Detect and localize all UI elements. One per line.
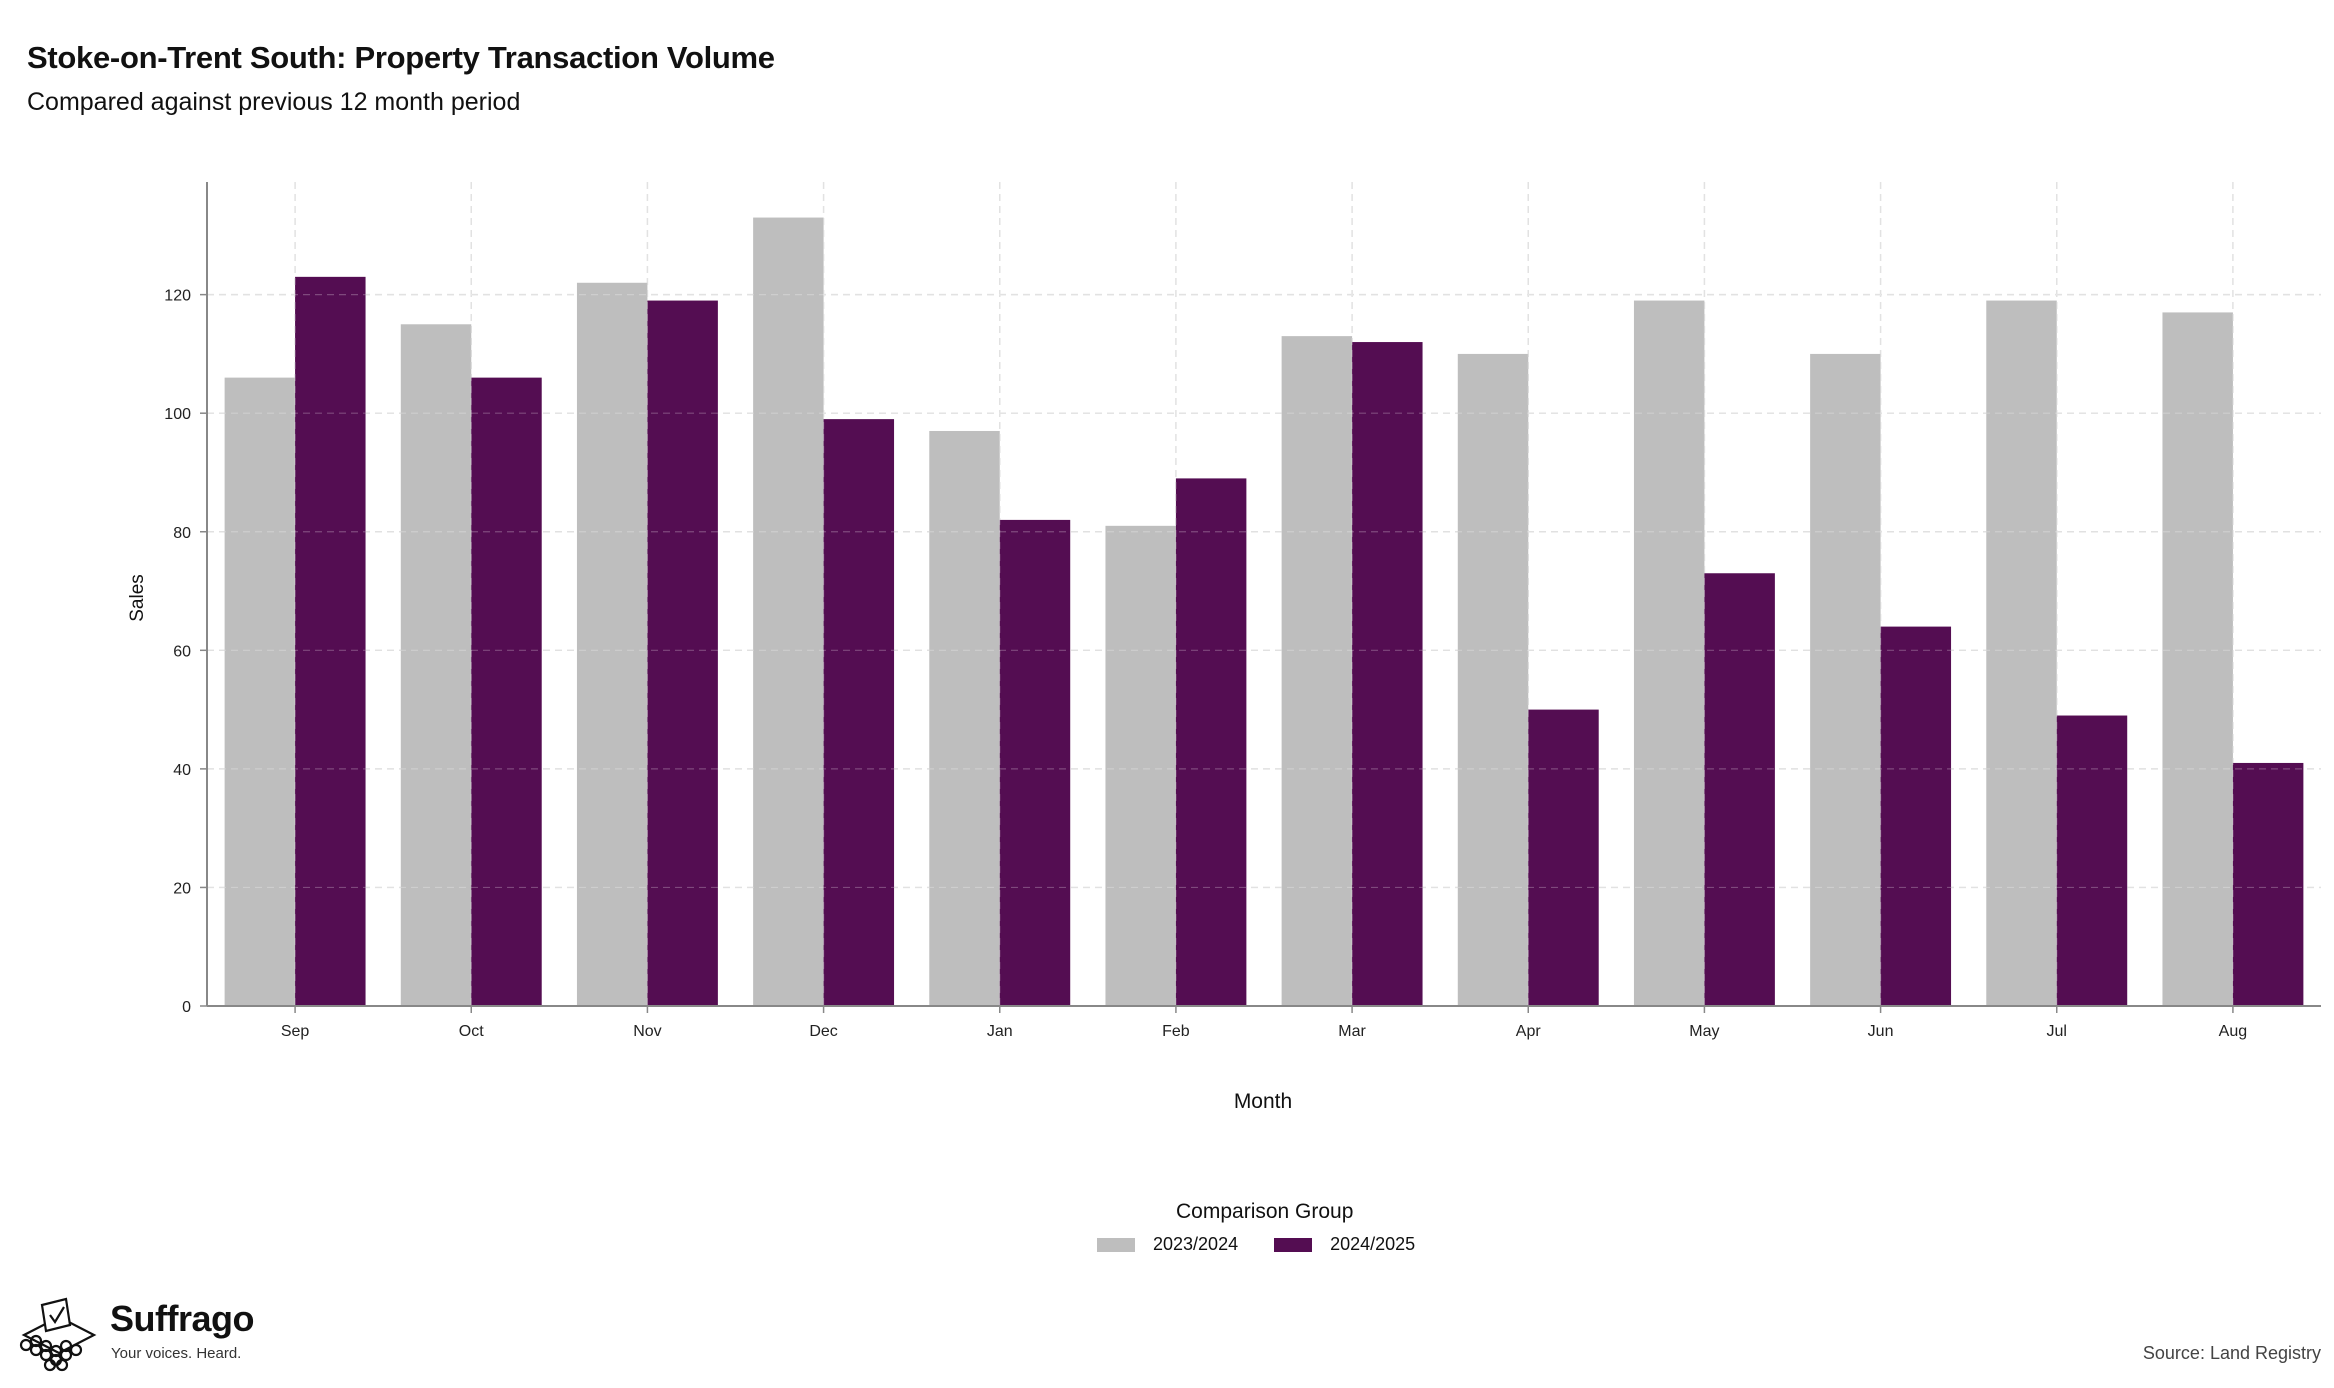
bar-2024-2025-jul: [2056, 715, 2128, 1006]
y-tick-label: 80: [173, 525, 191, 542]
legend-item-2024-2025: 2024/2025: [1274, 1234, 1415, 1255]
y-axis-label: Sales: [127, 574, 148, 622]
bar-2024-2025-jan: [999, 519, 1071, 1006]
bar-2023-2024-dec: [753, 217, 824, 1006]
legend-swatch: [1097, 1237, 1135, 1252]
bar-2024-2025-mar: [1352, 342, 1423, 1006]
legend: 2023/2024 2024/2025: [1097, 1234, 1451, 1255]
y-tick-label: 20: [173, 880, 191, 897]
bar-2023-2024-sep: [224, 377, 296, 1007]
bar-2024-2025-aug: [2232, 762, 2304, 1006]
y-tick-label: 100: [164, 406, 191, 423]
bar-2023-2024-mar: [1281, 336, 1353, 1006]
bar-2023-2024-nov: [576, 282, 648, 1006]
x-tick-label: Oct: [459, 1023, 484, 1040]
bars: [224, 217, 2304, 1007]
x-tick-label: Dec: [809, 1023, 837, 1040]
bar-2023-2024-feb: [1105, 525, 1176, 1006]
source-note: Source: Land Registry: [2142, 1343, 2321, 1363]
legend-label: 2023/2024: [1153, 1234, 1239, 1254]
bar-2024-2025-feb: [1175, 478, 1247, 1007]
x-tick-label: Feb: [1162, 1023, 1190, 1040]
ballot-box-logo-icon: [19, 1297, 97, 1372]
bar-2023-2024-may: [1633, 300, 1705, 1006]
x-tick-label: Jul: [2047, 1023, 2067, 1040]
chart-subtitle: Compared against previous 12 month perio…: [27, 88, 521, 116]
axes: 0 20 40 60 80 100 120 Sep Oct Nov Dec Jan Feb Mar Apr M…: [164, 182, 2321, 1040]
legend-item-2023-2024: 2023/2024: [1097, 1234, 1238, 1255]
x-tick-label: Aug: [2219, 1023, 2247, 1040]
bar-2024-2025-dec: [823, 419, 895, 1006]
bar-2024-2025-may: [1704, 573, 1775, 1006]
bar-2023-2024-jun: [1810, 353, 1881, 1006]
y-tick-label: 60: [173, 643, 191, 660]
x-tick-label: Jun: [1868, 1023, 1894, 1040]
y-tick-label: 40: [173, 762, 191, 779]
bar-chart: 0 20 40 60 80 100 120 Sep Oct Nov Dec Jan Feb Mar Apr M…: [127, 182, 2321, 1113]
x-tick-label: Nov: [633, 1023, 661, 1040]
bar-2024-2025-nov: [647, 300, 718, 1006]
brand-name: Suffrago: [110, 1298, 255, 1339]
bar-2023-2024-jan: [929, 430, 1000, 1007]
x-tick-label: Apr: [1516, 1023, 1542, 1040]
x-tick-label: Jan: [987, 1023, 1013, 1040]
legend-title: Comparison Group: [1176, 1200, 1354, 1223]
chart-title: Stoke-on-Trent South: Property Transacti…: [27, 40, 775, 75]
bar-2023-2024-aug: [2162, 312, 2233, 1007]
bar-2024-2025-jun: [1880, 626, 1952, 1006]
legend-label: 2024/2025: [1330, 1234, 1416, 1254]
bar-2024-2025-apr: [1528, 709, 1599, 1006]
bar-2023-2024-apr: [1457, 353, 1529, 1006]
x-axis-label: Month: [1234, 1090, 1292, 1113]
brand-tagline: Your voices. Heard.: [111, 1345, 242, 1362]
x-tick-label: Sep: [281, 1023, 310, 1040]
x-tick-label: Mar: [1338, 1023, 1366, 1040]
legend-swatch: [1274, 1237, 1313, 1252]
y-tick-label: 0: [182, 999, 191, 1016]
bar-2023-2024-oct: [400, 324, 472, 1006]
bar-2023-2024-jul: [1986, 300, 2057, 1006]
x-tick-label: May: [1689, 1023, 1719, 1040]
bar-2024-2025-sep: [295, 276, 366, 1007]
y-tick-label: 120: [164, 288, 191, 305]
bar-2024-2025-oct: [471, 377, 542, 1007]
